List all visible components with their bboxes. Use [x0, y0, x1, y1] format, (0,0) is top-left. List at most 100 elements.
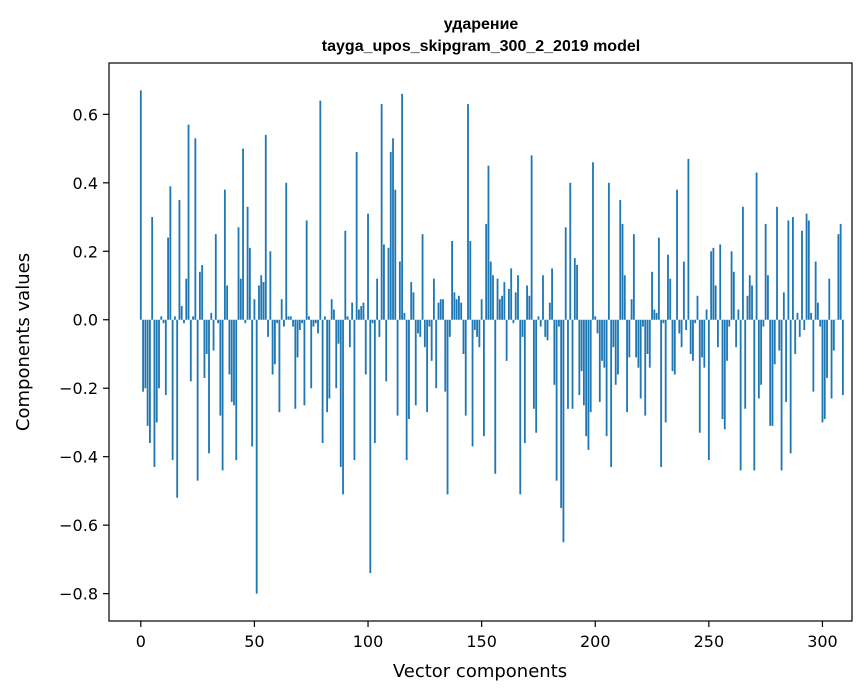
bar-157: [496, 278, 499, 320]
bar-66: [289, 316, 292, 320]
bar-7: [155, 319, 158, 423]
bar-300: [821, 319, 824, 423]
bar-189: [569, 182, 572, 320]
chart-title-line2: tayga_upos_skipgram_300_2_2019 model: [322, 38, 640, 55]
y-tick-label: 0.6: [73, 105, 98, 124]
bar-284: [785, 319, 788, 402]
bar-247: [701, 319, 703, 358]
bar-168: [521, 319, 524, 337]
bar-147: [473, 319, 476, 331]
bar-118: [408, 319, 410, 420]
bar-138: [453, 292, 456, 320]
bar-1: [142, 319, 144, 392]
bar-144: [467, 104, 469, 320]
bar-215: [628, 319, 631, 358]
bar-133: [442, 299, 444, 320]
bar-194: [580, 319, 583, 372]
bar-237: [678, 319, 681, 334]
bar-184: [557, 319, 560, 327]
bar-213: [623, 275, 626, 320]
bar-204: [603, 319, 606, 368]
bar-83: [328, 319, 331, 399]
bar-253: [714, 285, 717, 320]
bar-113: [396, 319, 399, 416]
bar-80: [321, 319, 324, 443]
bar-276: [767, 275, 769, 320]
bar-90: [344, 230, 347, 320]
bar-169: [523, 319, 526, 443]
bar-299: [819, 319, 822, 327]
bar-61: [278, 319, 281, 413]
bar-152: [485, 223, 488, 320]
bar-195: [582, 319, 585, 406]
bar-136: [448, 319, 451, 337]
bar-238: [680, 319, 683, 348]
bar-244: [694, 319, 697, 324]
bar-85: [333, 309, 335, 320]
bar-33: [214, 234, 217, 320]
bar-156: [494, 319, 497, 474]
bar-171: [528, 295, 531, 320]
bar-43: [237, 227, 240, 320]
bar-287: [792, 217, 794, 320]
bar-259: [728, 319, 731, 327]
bar-266: [744, 319, 747, 409]
bar-101: [369, 319, 372, 574]
bar-36: [221, 319, 224, 471]
bar-274: [762, 319, 765, 327]
bar-149: [478, 319, 481, 348]
bar-278: [771, 319, 774, 426]
bar-143: [464, 319, 467, 416]
bar-251: [710, 251, 713, 320]
bar-15: [173, 316, 176, 320]
bar-236: [676, 189, 678, 320]
bar-288: [794, 319, 797, 354]
bar-53: [260, 275, 263, 320]
bar-130: [435, 319, 438, 389]
bar-209: [614, 319, 617, 385]
bar-74: [308, 316, 310, 320]
bar-186: [562, 319, 565, 543]
bar-302: [826, 319, 828, 378]
bar-111: [392, 138, 394, 320]
y-axis-label: Components values: [13, 253, 34, 431]
bar-235: [673, 319, 676, 375]
bar-16: [176, 319, 179, 498]
bar-301: [823, 319, 826, 420]
bar-256: [721, 319, 724, 420]
bar-150: [480, 299, 483, 320]
bar-76: [312, 319, 315, 327]
bar-254: [717, 319, 719, 348]
bar-248: [703, 319, 706, 368]
bar-124: [421, 234, 424, 320]
bar-292: [803, 319, 806, 331]
bar-165: [514, 292, 517, 320]
bar-255: [719, 244, 722, 320]
bar-120: [412, 292, 415, 320]
bar-88: [339, 319, 342, 467]
bar-129: [433, 278, 435, 320]
bar-281: [778, 319, 781, 351]
bar-103: [373, 319, 376, 443]
bar-97: [360, 306, 363, 320]
bar-190: [571, 319, 574, 409]
bar-271: [755, 172, 758, 320]
bar-64: [285, 182, 288, 320]
bar-199: [592, 162, 594, 320]
bar-250: [707, 319, 710, 461]
bar-123: [419, 319, 422, 337]
bar-257: [723, 319, 726, 430]
bar-188: [567, 319, 569, 409]
bar-298: [817, 302, 819, 320]
y-tick-label: 0.2: [73, 242, 98, 261]
bar-172: [530, 155, 533, 320]
bar-55: [264, 134, 267, 320]
bar-135: [446, 319, 449, 495]
bar-173: [532, 319, 535, 409]
bar-54: [262, 282, 265, 320]
x-tick-label: 100: [353, 632, 384, 651]
bar-37: [223, 189, 226, 320]
bar-10: [162, 319, 165, 324]
bar-93: [351, 302, 354, 320]
